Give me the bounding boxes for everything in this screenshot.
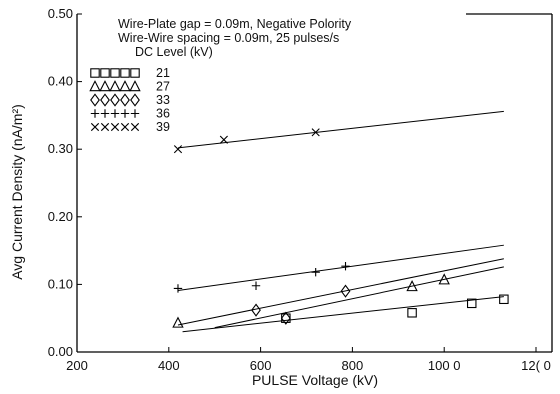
fit-line-21 (182, 296, 504, 333)
x-tick-label: 200 (66, 358, 88, 373)
point-diamond-33 (280, 311, 291, 325)
y-tick-label: 0.40 (48, 74, 73, 89)
y-tick-label: 0.20 (48, 209, 73, 224)
legend-marker-27 (119, 80, 131, 92)
point-square-21 (499, 294, 509, 305)
point-plus-36 (173, 284, 183, 293)
fit-line-36 (177, 244, 504, 291)
point-square-21 (466, 298, 477, 309)
point-triangle-27 (438, 273, 450, 285)
point-plus-36 (341, 261, 350, 271)
point-diamond-33 (251, 303, 261, 317)
point-triangle-27 (406, 280, 418, 292)
x-tick-label: 400 (158, 358, 180, 373)
legend-marker-21 (110, 68, 120, 78)
point-x-39 (311, 128, 320, 137)
annotation-line-2: Wire-Wire spacing = 0.09m, 25 pulses/s (118, 31, 339, 45)
legend-marker-27 (99, 80, 111, 92)
legend-marker-36 (120, 109, 130, 118)
point-diamond-33 (340, 284, 351, 298)
legend-marker-36 (90, 109, 100, 118)
x-tick-label: 12( 0 (521, 358, 551, 373)
fit-line-27 (177, 258, 504, 326)
point-square-21 (407, 308, 417, 318)
legend-label-27: 27 (156, 80, 170, 94)
y-tick-label: 0.50 (48, 6, 73, 21)
legend-marker-27 (89, 80, 101, 92)
annotation-line-1: Wire-Plate gap = 0.09m, Negative Polorit… (118, 17, 352, 31)
x-tick-label: 800 (342, 358, 364, 373)
legend-title: DC Level (kV) (135, 45, 213, 59)
fit-line-39 (177, 110, 504, 149)
legend-marker-33 (130, 93, 140, 107)
legend-marker-21 (130, 68, 140, 78)
y-axis-title: Avg Current Density (nA/m²) (9, 104, 25, 280)
legend-label-33: 33 (156, 93, 170, 107)
y-tick-label: 0.10 (48, 276, 73, 291)
legend-marker-27 (129, 80, 141, 92)
point-x-39 (173, 145, 183, 154)
x-tick-label: 600 (250, 358, 272, 373)
fit-lines (177, 110, 504, 333)
x-axis-ticks: 200 400 600 800 100 0 12( 0 (66, 347, 551, 373)
legend-label-36: 36 (156, 107, 170, 121)
legend-marker-33 (100, 93, 110, 107)
legend-label-21: 21 (156, 66, 170, 80)
legend-marker-21 (100, 68, 110, 78)
legend-marker-36 (130, 109, 140, 118)
fit-line-33 (214, 266, 504, 329)
data-points (172, 128, 509, 328)
legend-label-39: 39 (156, 120, 170, 134)
legend-marker-39 (120, 122, 130, 132)
legend-marker-39 (110, 122, 120, 132)
legend-marker-36 (100, 109, 110, 118)
legend-marker-39 (100, 122, 110, 132)
legend-marker-39 (130, 122, 140, 132)
legend-marker-39 (90, 122, 100, 132)
point-plus-36 (311, 268, 320, 277)
x-axis-title: PULSE Voltage (kV) (252, 372, 378, 388)
legend-marker-21 (90, 68, 100, 78)
legend-marker-21 (120, 68, 130, 78)
y-axis-ticks: 0.00 0.10 0.20 0.30 0.40 0.50 (48, 6, 82, 359)
legend-marker-27 (109, 80, 121, 92)
y-tick-label: 0.00 (48, 344, 73, 359)
legend-marker-36 (110, 109, 120, 118)
legend-marker-33 (120, 93, 130, 107)
x-tick-label: 100 0 (428, 358, 461, 373)
point-triangle-27 (172, 316, 184, 328)
point-x-39 (219, 135, 228, 144)
y-tick-label: 0.30 (48, 141, 73, 156)
legend-marker-33 (110, 93, 120, 107)
point-plus-36 (251, 281, 261, 290)
legend-marker-33 (90, 93, 100, 107)
